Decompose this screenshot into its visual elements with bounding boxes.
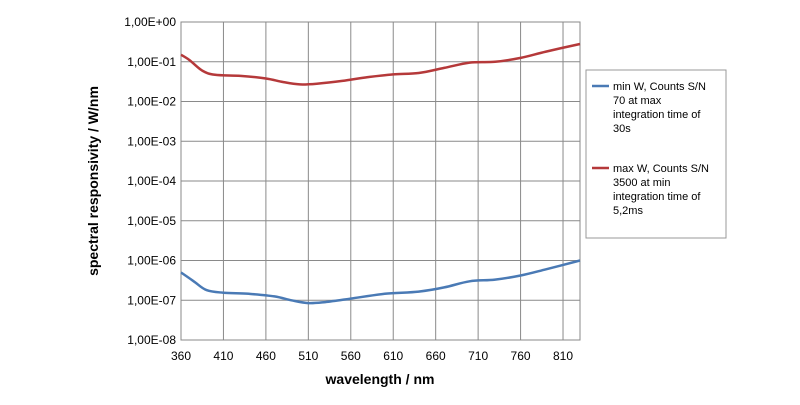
legend-label: min W, Counts S/N 70 at max integration ti… <box>613 81 706 135</box>
x-tick-label: 660 <box>426 349 446 363</box>
legend-label-line: integration time of <box>613 109 701 121</box>
y-tick-label: 1,00E-06 <box>127 254 176 268</box>
legend-label-line: 70 at max <box>613 95 662 107</box>
legend-label-line: 30s <box>613 123 631 135</box>
legend-label: max W, Counts S/N 3500 at min integration … <box>613 163 709 217</box>
x-tick-label: 560 <box>341 349 361 363</box>
y-axis-ticks: 1,00E+00 1,00E-01 1,00E-02 1,00E-03 1,00E-04… <box>124 15 176 347</box>
series-group <box>180 42 581 305</box>
legend-label-line: max W, Counts S/N <box>613 163 709 175</box>
x-tick-label: 510 <box>298 349 318 363</box>
legend-label-line: min W, Counts S/N <box>613 81 706 93</box>
x-tick-label: 610 <box>383 349 403 363</box>
x-tick-label: 360 <box>171 349 191 363</box>
legend: min W, Counts S/N 70 at max integration ti… <box>585 69 727 239</box>
x-tick-label: 760 <box>511 349 531 363</box>
x-axis-ticks: 360 410 460 510 560 610 660 710 760 810 <box>171 349 573 363</box>
x-tick-label: 710 <box>468 349 488 363</box>
series-line-min-w <box>180 259 581 305</box>
legend-entries: min W, Counts S/N 70 at max integration ti… <box>592 81 709 217</box>
series-line-max-w <box>180 42 581 86</box>
y-tick-label: 1,00E+00 <box>124 15 176 29</box>
legend-box <box>585 69 727 239</box>
legend-label-line: integration time of <box>613 191 701 203</box>
x-tick-label: 410 <box>213 349 233 363</box>
y-tick-label: 1,00E-07 <box>127 293 176 307</box>
x-tick-label: 460 <box>256 349 276 363</box>
y-tick-label: 1,00E-02 <box>127 95 176 109</box>
y-axis-title: spectral responsivity / W/nm <box>85 86 101 276</box>
y-tick-label: 1,00E-05 <box>127 214 176 228</box>
plot-area-border <box>180 21 581 341</box>
y-tick-label: 1,00E-01 <box>127 55 176 69</box>
legend-label-line: 5,2ms <box>613 205 643 217</box>
x-axis-title: wavelength / nm <box>325 371 435 387</box>
y-tick-label: 1,00E-03 <box>127 134 176 148</box>
y-tick-label: 1,00E-08 <box>127 333 176 347</box>
x-tick-label: 810 <box>553 349 573 363</box>
legend-label-line: 3500 at min <box>613 177 670 189</box>
y-tick-label: 1,00E-04 <box>127 174 176 188</box>
